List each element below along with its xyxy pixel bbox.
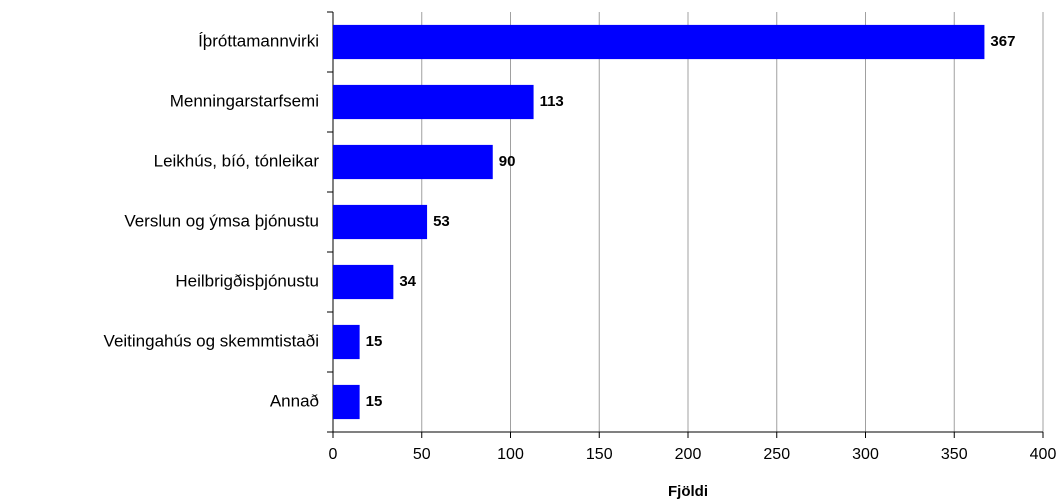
y-tick-label: Annað xyxy=(270,391,319,410)
x-tick-label: 400 xyxy=(1030,446,1057,463)
x-tick-label: 300 xyxy=(852,446,879,463)
x-tick-label: 250 xyxy=(763,446,790,463)
y-tick-label: Menningarstarfsemi xyxy=(170,91,319,110)
y-tick-label: Heilbrigðisþjónustu xyxy=(175,271,319,290)
y-tick-label: Veitingahús og skemmtistaði xyxy=(104,331,319,350)
y-tick-label: Íþróttamannvirki xyxy=(198,31,319,50)
y-tick-label: Leikhús, bíó, tónleikar xyxy=(154,151,320,170)
x-tick-label: 100 xyxy=(497,446,524,463)
bar xyxy=(333,264,394,300)
value-label: 113 xyxy=(540,93,564,110)
x-tick-label: 200 xyxy=(675,446,702,463)
y-tick-label: Verslun og ýmsa þjónustu xyxy=(124,211,319,230)
value-label: 15 xyxy=(366,333,383,350)
bar xyxy=(333,324,360,360)
x-axis-label: Fjöldi xyxy=(668,483,708,500)
x-tick-label: 150 xyxy=(586,446,613,463)
x-tick-label: 50 xyxy=(413,446,431,463)
x-tick-label: 350 xyxy=(941,446,968,463)
bar xyxy=(333,204,428,240)
value-label: 90 xyxy=(499,153,516,170)
value-label: 15 xyxy=(366,393,383,410)
bar xyxy=(333,84,534,120)
value-label: 367 xyxy=(990,33,1015,50)
bar xyxy=(333,144,493,180)
bar xyxy=(333,384,360,420)
value-label: 53 xyxy=(433,213,450,230)
value-label: 34 xyxy=(399,273,416,290)
bar xyxy=(333,24,985,60)
x-tick-label: 0 xyxy=(329,446,338,463)
